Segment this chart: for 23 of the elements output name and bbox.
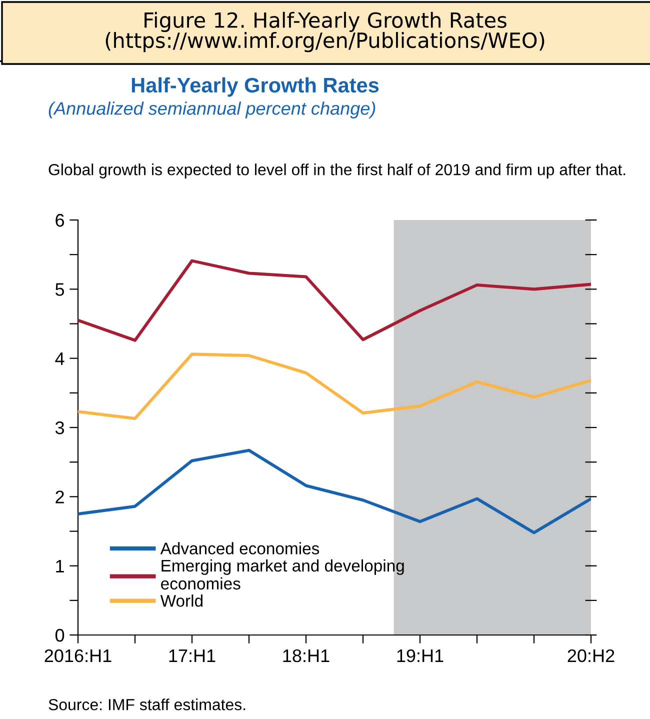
line-series: [78, 352, 591, 420]
chart-title: Half-Yearly Growth Rates: [132, 77, 379, 97]
x-tick-label: 17:H1: [169, 650, 216, 662]
legend-label: Emerging market and developing economies: [161, 559, 404, 590]
line-series: [78, 259, 591, 342]
y-tick-label: 0: [55, 628, 64, 642]
y-tick-label: 4: [55, 352, 64, 365]
caption: Figure 12. Half-Yearly Growth Rates (https://www.imf.org/en/Publications/WEO): [106, 12, 544, 52]
y-tick-label: 5: [55, 283, 64, 296]
chart-subtitle: (Annualized semiannual percent change): [48, 102, 376, 118]
legend-label: World: [160, 594, 202, 607]
text: Global growth is expected to level off in the first half of 2019 and firm up after that.: [48, 164, 626, 178]
legend-label: Advanced economies: [160, 542, 320, 554]
x-tick-label: 18:H1: [283, 649, 330, 662]
y-tick-label: 1: [56, 560, 64, 572]
x-tick-label: 20:H2: [568, 649, 614, 662]
x-tick-label: 2016:H1: [44, 649, 112, 662]
line-series: [78, 448, 591, 534]
x-tick-label: 19:H1: [397, 649, 444, 662]
y-tick-label: 2: [56, 490, 64, 504]
source-note: Source: IMF staff estimates.: [48, 698, 246, 710]
y-tick-label: 3: [55, 421, 64, 434]
y-tick-label: 6: [56, 214, 64, 227]
